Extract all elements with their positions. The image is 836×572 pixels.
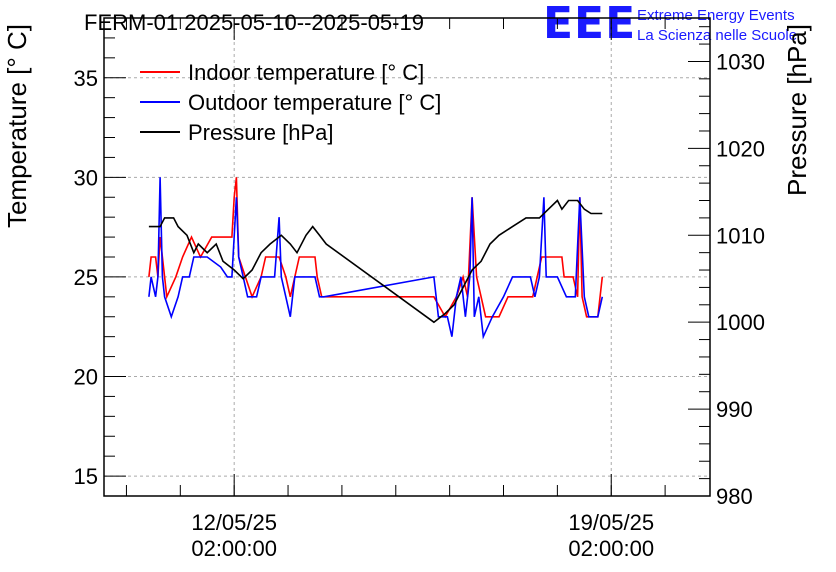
y-left-tick-label: 25 [74, 265, 98, 290]
axis-labels: 15 20 25 30 35 980 990 1000 1010 1020 1030 12/05/25… [2, 24, 812, 561]
x-tick-label-time: 02:00:00 [568, 536, 654, 561]
y-left-tick-label: 20 [74, 365, 98, 390]
y-right-axis-title: Pressure [hPa] [782, 24, 812, 196]
legend-label-1: Outdoor temperature [° C] [188, 90, 441, 115]
series-line-2 [148, 199, 603, 324]
x-tick-label-date: 12/05/25 [191, 510, 277, 535]
legend-label-2: Pressure [hPa] [188, 120, 334, 145]
series-line-1 [148, 177, 604, 340]
axes [103, 17, 711, 497]
eee-logo: EEE Extreme Energy Events La Scienza nel… [543, 0, 797, 49]
series-line-0 [148, 177, 604, 319]
eee-logo-line1: Extreme Energy Events [637, 7, 795, 24]
y-right-tick-label: 990 [716, 397, 753, 422]
y-right-tick-label: 1020 [716, 136, 765, 161]
eee-logo-line2: La Scienza nelle Scuole [637, 27, 798, 44]
y-left-axis-title: Temperature [° C] [2, 24, 32, 228]
eee-logo-text: Extreme Energy Events La Scienza nelle S… [637, 6, 797, 46]
legend-label-0: Indoor temperature [° C] [188, 60, 424, 85]
grid-lines [104, 18, 710, 496]
series-lines [148, 177, 604, 340]
chart-title: FERM-01 2025-05-10--2025-05-19 [84, 10, 424, 35]
eee-logo-mark: EEE [543, 0, 637, 49]
y-right-tick-label: 980 [716, 484, 753, 509]
y-right-tick-label: 1030 [716, 49, 765, 74]
y-right-tick-label: 1010 [716, 223, 765, 248]
y-left-tick-label: 15 [74, 464, 98, 489]
x-tick-label-time: 02:00:00 [191, 536, 277, 561]
y-left-tick-label: 30 [74, 165, 98, 190]
y-right-tick-label: 1000 [716, 310, 765, 335]
y-left-tick-label: 35 [74, 66, 98, 91]
x-tick-label-date: 19/05/25 [568, 510, 654, 535]
legend: Indoor temperature [° C] Outdoor temperat… [140, 60, 441, 145]
